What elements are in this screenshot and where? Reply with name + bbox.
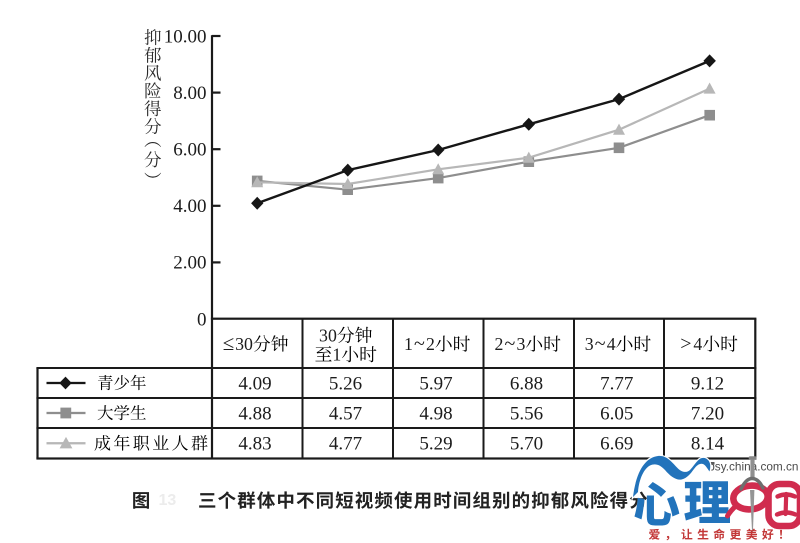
svg-text:4.77: 4.77 <box>329 434 362 455</box>
svg-text:13: 13 <box>159 492 177 509</box>
svg-text:~: ~ <box>595 333 606 355</box>
svg-text:3: 3 <box>516 334 525 354</box>
svg-text:1: 1 <box>404 334 413 354</box>
svg-text:~: ~ <box>505 333 516 355</box>
svg-text:7.77: 7.77 <box>600 373 633 394</box>
svg-text:6.69: 6.69 <box>600 434 633 455</box>
svg-text:8.00: 8.00 <box>173 83 206 104</box>
svg-text:4: 4 <box>693 334 702 354</box>
svg-text:4.09: 4.09 <box>238 373 271 394</box>
svg-text:30: 30 <box>235 334 253 354</box>
svg-text:7.20: 7.20 <box>691 403 724 424</box>
svg-text:5.26: 5.26 <box>329 373 362 394</box>
svg-text:~: ~ <box>414 333 425 355</box>
svg-text:5.70: 5.70 <box>510 434 543 455</box>
svg-text:6.05: 6.05 <box>600 403 633 424</box>
svg-text:≤: ≤ <box>223 331 235 355</box>
svg-text:4.57: 4.57 <box>329 403 362 424</box>
svg-text:1: 1 <box>332 345 341 365</box>
svg-text:10.00: 10.00 <box>164 26 207 47</box>
svg-text:0: 0 <box>197 309 207 330</box>
svg-text:5.97: 5.97 <box>419 373 452 394</box>
svg-text:6.00: 6.00 <box>173 140 206 161</box>
svg-text:4.83: 4.83 <box>238 434 271 455</box>
svg-text:4: 4 <box>607 334 616 354</box>
svg-text:2: 2 <box>426 334 435 354</box>
svg-text:2.00: 2.00 <box>173 253 206 274</box>
svg-text:3: 3 <box>585 334 594 354</box>
svg-text:>: > <box>680 333 691 355</box>
svg-text:9.12: 9.12 <box>691 373 724 394</box>
svg-text:30: 30 <box>319 325 337 345</box>
svg-text:6.88: 6.88 <box>510 373 543 394</box>
svg-text:5.29: 5.29 <box>419 434 452 455</box>
svg-text:5.56: 5.56 <box>510 403 543 424</box>
svg-text:2: 2 <box>495 334 504 354</box>
svg-text:4.00: 4.00 <box>173 196 206 217</box>
svg-text:8.14: 8.14 <box>691 434 725 455</box>
svg-text:4.98: 4.98 <box>419 403 452 424</box>
svg-text:4.88: 4.88 <box>238 403 271 424</box>
